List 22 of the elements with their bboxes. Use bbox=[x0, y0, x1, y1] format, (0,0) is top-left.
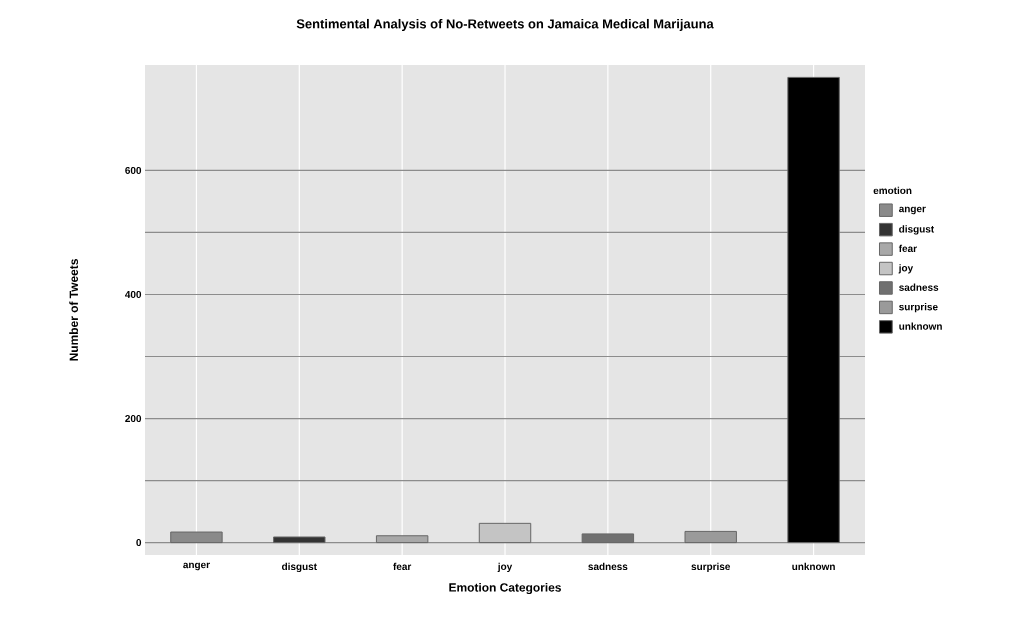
x-tick-label: sadness bbox=[588, 562, 628, 571]
legend-label: fear bbox=[898, 244, 917, 253]
y-tick-label: 200 bbox=[125, 415, 142, 423]
x-tick-label: fear bbox=[393, 562, 412, 571]
legend-label: joy bbox=[898, 264, 914, 274]
legend-label: surprise bbox=[899, 303, 938, 313]
x-tick-label: unknown bbox=[792, 562, 835, 571]
y-tick-label: 600 bbox=[125, 166, 142, 174]
legend-title: emotion bbox=[873, 186, 912, 195]
legend-label: sadness bbox=[899, 283, 939, 291]
legend-label: anger bbox=[899, 206, 926, 215]
y-tick-label: 400 bbox=[125, 290, 142, 298]
x-tick-label: joy bbox=[497, 562, 513, 573]
x-axis-title: Emotion Categories bbox=[449, 582, 561, 595]
x-tick-label: disgust bbox=[281, 562, 317, 573]
chart-title: Sentimental Analysis of No-Retweets on Jamaica Medical Marijauna bbox=[296, 18, 714, 32]
legend-label: disgust bbox=[899, 225, 935, 235]
x-tick-label: anger bbox=[183, 562, 210, 571]
legend-label: unknown bbox=[899, 322, 942, 330]
y-tick-label: 0 bbox=[136, 539, 142, 547]
y-axis-title: Number of Tweets bbox=[69, 259, 79, 361]
x-tick-label: surprise bbox=[691, 562, 731, 573]
